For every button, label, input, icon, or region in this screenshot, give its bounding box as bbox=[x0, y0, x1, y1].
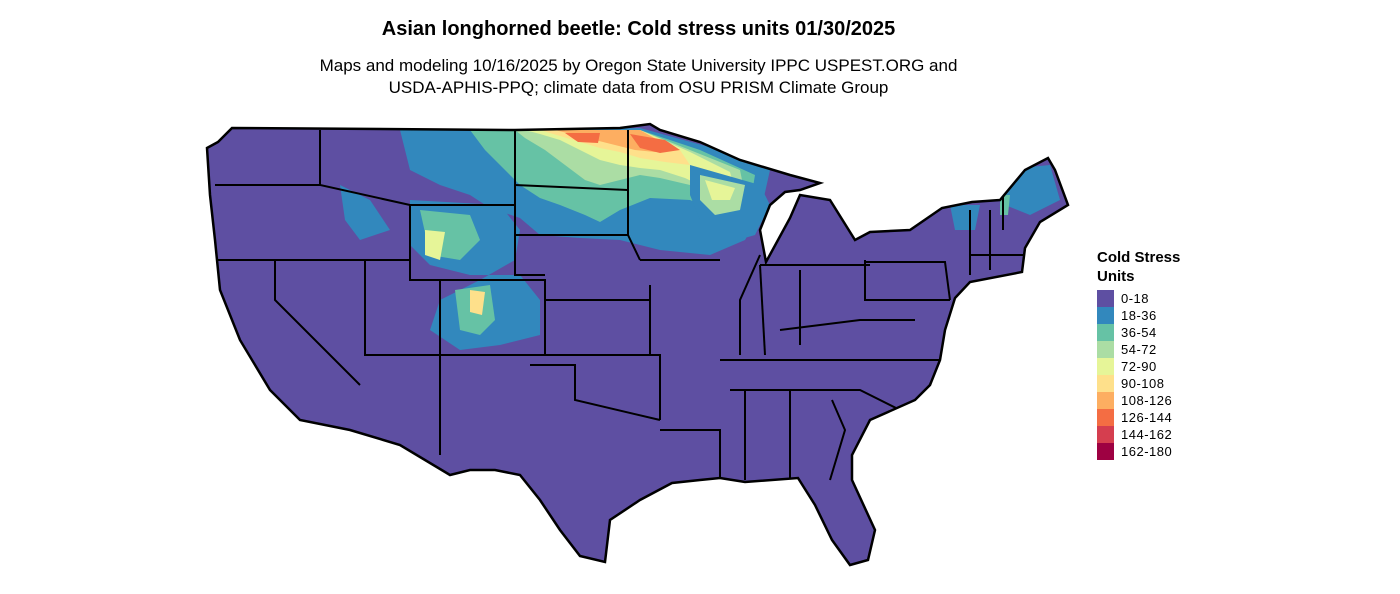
legend-item: 162-180 bbox=[1097, 443, 1217, 460]
legend-swatch bbox=[1097, 443, 1114, 460]
legend-swatch bbox=[1097, 358, 1114, 375]
map-subtitle: Maps and modeling 10/16/2025 by Oregon S… bbox=[0, 55, 1277, 99]
legend-swatch bbox=[1097, 392, 1114, 409]
legend-item: 72-90 bbox=[1097, 358, 1217, 375]
legend-item: 144-162 bbox=[1097, 426, 1217, 443]
legend-item: 126-144 bbox=[1097, 409, 1217, 426]
legend-label: 54-72 bbox=[1121, 342, 1157, 357]
legend-label: 72-90 bbox=[1121, 359, 1157, 374]
legend-swatch bbox=[1097, 426, 1114, 443]
state-boundaries bbox=[215, 130, 1025, 481]
legend-swatch bbox=[1097, 409, 1114, 426]
legend-items: 0-18 18-36 36-54 54-72 72-90 90-108 108-126 126… bbox=[1097, 290, 1217, 460]
legend-swatch bbox=[1097, 341, 1114, 358]
legend-label: 0-18 bbox=[1121, 291, 1150, 306]
legend-label: 36-54 bbox=[1121, 325, 1157, 340]
legend-label: 144-162 bbox=[1121, 427, 1173, 442]
legend-item: 90-108 bbox=[1097, 375, 1217, 392]
legend-swatch bbox=[1097, 290, 1114, 307]
legend: Cold Stress Units 0-18 18-36 36-54 54-72 72-… bbox=[1097, 248, 1217, 460]
subtitle-line-1: Maps and modeling 10/16/2025 by Oregon S… bbox=[319, 56, 958, 75]
legend-label: 90-108 bbox=[1121, 376, 1165, 391]
heat-overlay bbox=[340, 128, 1060, 350]
legend-item: 0-18 bbox=[1097, 290, 1217, 307]
legend-swatch bbox=[1097, 307, 1114, 324]
legend-label: 162-180 bbox=[1121, 444, 1173, 459]
legend-label: 18-36 bbox=[1121, 308, 1157, 323]
legend-item: 18-36 bbox=[1097, 307, 1217, 324]
legend-item: 36-54 bbox=[1097, 324, 1217, 341]
subtitle-line-2: USDA-APHIS-PPQ; climate data from OSU PR… bbox=[388, 78, 889, 97]
legend-swatch bbox=[1097, 375, 1114, 392]
legend-item: 54-72 bbox=[1097, 341, 1217, 358]
legend-label: 108-126 bbox=[1121, 393, 1173, 408]
map-title: Asian longhorned beetle: Cold stress uni… bbox=[381, 18, 896, 40]
legend-item: 108-126 bbox=[1097, 392, 1217, 409]
legend-label: 126-144 bbox=[1121, 410, 1173, 425]
legend-swatch bbox=[1097, 324, 1114, 341]
legend-title: Cold Stress Units bbox=[1097, 249, 1181, 285]
